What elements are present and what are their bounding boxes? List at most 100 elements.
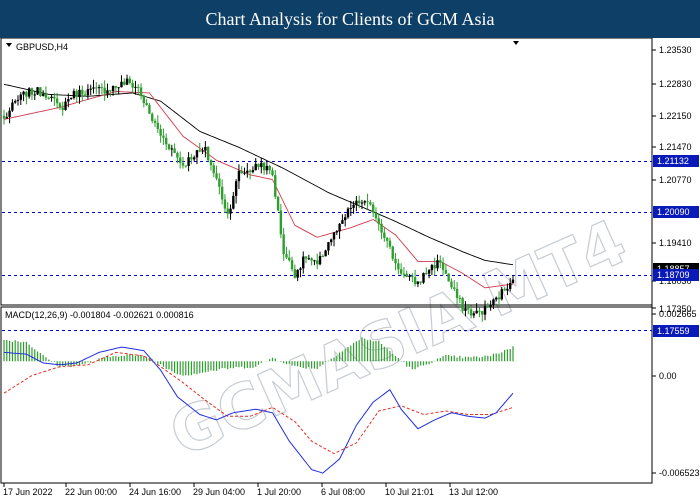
candle-body: [92, 87, 95, 89]
time-axis: 17 Jun 2022 22 Jun 00:00 24 Jun 16:00 29…: [3, 483, 498, 497]
candle-body: [310, 258, 313, 261]
candle-body: [427, 270, 431, 274]
candle-body: [495, 297, 498, 300]
candle-body: [472, 313, 476, 316]
candle-body: [67, 98, 70, 102]
candle-body: [184, 165, 187, 167]
candle-body: [181, 162, 185, 166]
candle-body: [257, 163, 260, 168]
candle-body: [192, 157, 196, 160]
candle-body: [246, 170, 249, 173]
candle-body: [411, 275, 414, 278]
candle-body: [139, 87, 143, 96]
candle-body: [327, 242, 330, 251]
fast-moving-average: [3, 91, 514, 289]
candle-body: [198, 150, 201, 152]
price-axis-label: 1.21470: [659, 142, 692, 152]
chart-title: Chart Analysis for Clients of GCM Asia: [205, 9, 495, 29]
candle-body: [441, 262, 445, 270]
candle-body: [447, 273, 450, 282]
fast-ma-line: [3, 91, 514, 289]
candle-body: [366, 201, 369, 203]
candle-body: [39, 87, 42, 97]
candle-body: [142, 95, 146, 104]
candle-body: [53, 96, 56, 99]
candle-body: [128, 78, 132, 83]
candle-body: [229, 208, 232, 214]
candle-body: [282, 234, 285, 255]
candle-body: [69, 97, 73, 99]
candle-body: [321, 256, 325, 258]
macd-axis-label: -0.006523: [659, 468, 700, 478]
candle-body: [413, 277, 417, 285]
candle-body: [262, 162, 266, 171]
price-tag-box: [653, 206, 699, 218]
candle-body: [137, 86, 140, 88]
candle-body: [111, 86, 115, 92]
candle-body: [131, 82, 134, 88]
macd-axis-label: 0.00: [659, 371, 677, 381]
candle-body: [436, 260, 439, 269]
macd-label: MACD(12,26,9) -0.001804 -0.002621 0.0008…: [5, 310, 194, 320]
candle-body: [251, 170, 255, 173]
chart-shift-marker-icon[interactable]: [513, 41, 519, 45]
candle-body: [483, 306, 487, 315]
candle-body: [27, 88, 31, 97]
candle-body: [159, 129, 162, 136]
candle-body: [271, 170, 274, 176]
candle-body: [13, 101, 17, 103]
candle-body: [394, 258, 397, 264]
candle-body: [388, 240, 392, 247]
candle-body: [489, 305, 492, 308]
candle-body: [248, 170, 252, 173]
candlesticks: [2, 74, 515, 322]
candle-body: [288, 257, 291, 261]
time-axis-label: 17 Jun 2022: [3, 487, 53, 497]
candle-body: [268, 165, 271, 171]
candle-body: [380, 223, 383, 233]
dropdown-triangle-icon[interactable]: [6, 43, 12, 47]
macd-axis-label: 0.002665: [659, 309, 697, 319]
candle-body: [497, 297, 501, 300]
candle-body: [78, 89, 81, 98]
candle-body: [313, 260, 316, 262]
candle-body: [114, 86, 118, 88]
candle-body: [36, 87, 39, 95]
candle-body: [215, 173, 218, 179]
candle-body: [47, 97, 50, 99]
candle-body: [89, 88, 92, 90]
trading-chart[interactable]: GCMASIA MT4 GBPUSD,H4 1.23530 1.22830 1.…: [0, 38, 700, 500]
candle-body: [338, 223, 341, 232]
candle-body: [467, 308, 470, 310]
candle-body: [8, 110, 11, 117]
candle-body: [226, 208, 229, 214]
candle-body: [44, 93, 48, 98]
candle-body: [455, 288, 459, 298]
candle-body: [165, 137, 168, 145]
candle-body: [178, 157, 182, 163]
candle-body: [237, 170, 241, 182]
candle-body: [332, 232, 336, 240]
candle-body: [374, 212, 378, 219]
candle-body: [385, 238, 389, 241]
candle-body: [170, 148, 174, 150]
macd-main-path: [3, 346, 514, 474]
time-axis-label: 1 Jul 20:00: [257, 487, 301, 497]
candle-body: [478, 310, 481, 312]
candle-body: [50, 96, 53, 99]
price-axis-label: 1.20770: [659, 175, 692, 185]
candle-body: [206, 146, 210, 161]
slow-ma-line: [3, 83, 514, 266]
candle-body: [383, 232, 386, 239]
price-tag-box: [653, 155, 699, 167]
candle-body: [33, 94, 36, 96]
candle-body: [265, 165, 269, 171]
candle-body: [223, 199, 227, 209]
candle-body: [453, 287, 456, 289]
price-tag-box: [653, 269, 699, 281]
price-tag-label: 1.18709: [657, 270, 690, 280]
candle-body: [117, 87, 120, 89]
candle-body: [346, 208, 350, 218]
candle-body: [274, 175, 277, 197]
candle-body: [349, 207, 352, 209]
